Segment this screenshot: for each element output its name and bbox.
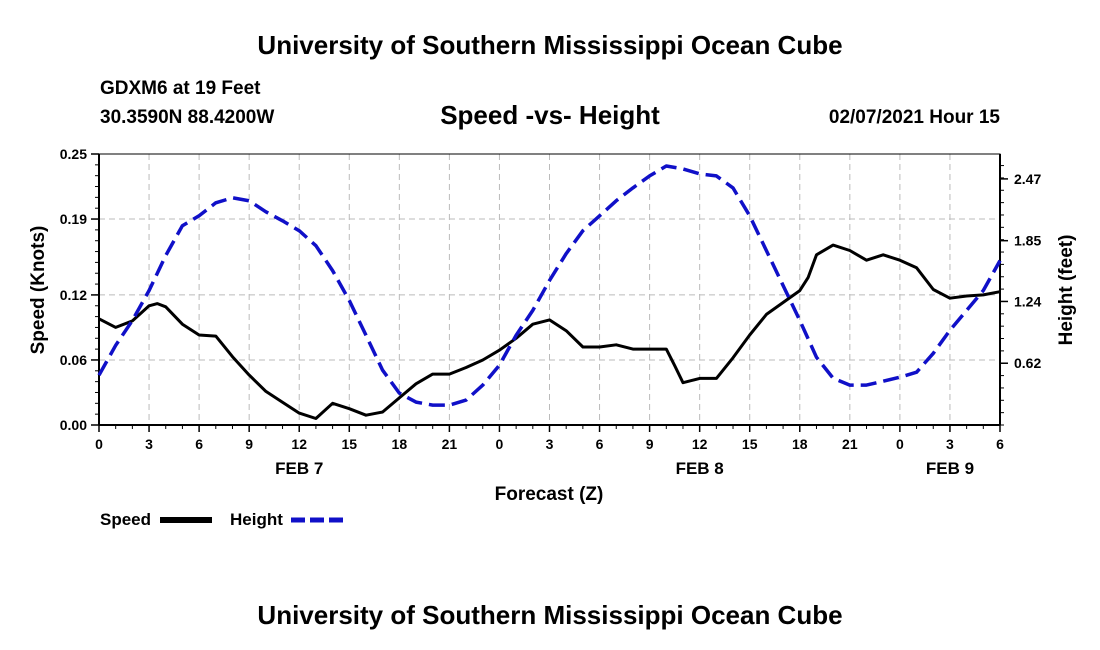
y2-tick-label: 2.47 xyxy=(1014,171,1041,187)
series-layer xyxy=(97,164,1002,420)
x-tick-label: 18 xyxy=(392,436,408,452)
legend: Speed Height xyxy=(100,510,343,529)
y2-tick-label: 1.85 xyxy=(1014,233,1041,249)
x-tick-label: 21 xyxy=(842,436,858,452)
y-tick-label: 0.25 xyxy=(60,146,87,162)
y-tick-label: 0.19 xyxy=(60,211,87,227)
y-tick-label: 0.00 xyxy=(60,417,87,433)
x-tick-label: 3 xyxy=(946,436,954,452)
y2-tick-label: 1.24 xyxy=(1014,293,1041,309)
station-label: GDXM6 at 19 Feet xyxy=(100,78,261,99)
x-tick-label: 0 xyxy=(896,436,904,452)
x-tick-label: 6 xyxy=(195,436,203,452)
x-tick-label: 3 xyxy=(546,436,554,452)
y2-axis-title: Height (feet) xyxy=(1056,235,1077,346)
x-tick-label: 15 xyxy=(341,436,357,452)
y-axis-title: Speed (Knots) xyxy=(28,226,49,355)
legend-height-label: Height xyxy=(230,510,283,529)
labels-layer: 0 3 6 9 12 15 18 21 0 3 6 9 12 15 18 21 0 3 6 FEB 7 FEB 8 FEB… xyxy=(60,146,1042,478)
x-tick-label: 6 xyxy=(996,436,1004,452)
x-tick-label: 0 xyxy=(95,436,103,452)
coordinates-label: 30.3590N 88.4200W xyxy=(100,107,275,128)
datetime-label: 02/07/2021 Hour 15 xyxy=(828,107,1000,128)
height-series-line xyxy=(97,164,1002,407)
chart-title: Speed -vs- Height xyxy=(440,100,660,130)
x-tick-label: 15 xyxy=(742,436,758,452)
y-tick-label: 0.06 xyxy=(60,352,87,368)
speed-series-line xyxy=(98,243,1001,420)
page-title: University of Southern Mississippi Ocean… xyxy=(257,30,843,60)
x-tick-label: 9 xyxy=(646,436,654,452)
x-tick-label: 21 xyxy=(442,436,458,452)
ticks-layer xyxy=(91,153,1008,432)
day-label: FEB 9 xyxy=(926,459,974,478)
x-axis-title: Forecast (Z) xyxy=(495,484,604,505)
legend-speed-label: Speed xyxy=(100,510,151,529)
x-tick-label: 12 xyxy=(291,436,307,452)
x-tick-label: 12 xyxy=(692,436,708,452)
footer-title: University of Southern Mississippi Ocean… xyxy=(257,600,843,630)
x-tick-label: 18 xyxy=(792,436,808,452)
day-label: FEB 8 xyxy=(676,459,724,478)
x-tick-label: 9 xyxy=(245,436,253,452)
x-tick-label: 3 xyxy=(145,436,153,452)
y-tick-label: 0.12 xyxy=(60,287,87,303)
day-label: FEB 7 xyxy=(275,459,323,478)
x-tick-label: 0 xyxy=(496,436,504,452)
x-tick-label: 6 xyxy=(596,436,604,452)
y2-tick-label: 0.62 xyxy=(1014,355,1041,371)
